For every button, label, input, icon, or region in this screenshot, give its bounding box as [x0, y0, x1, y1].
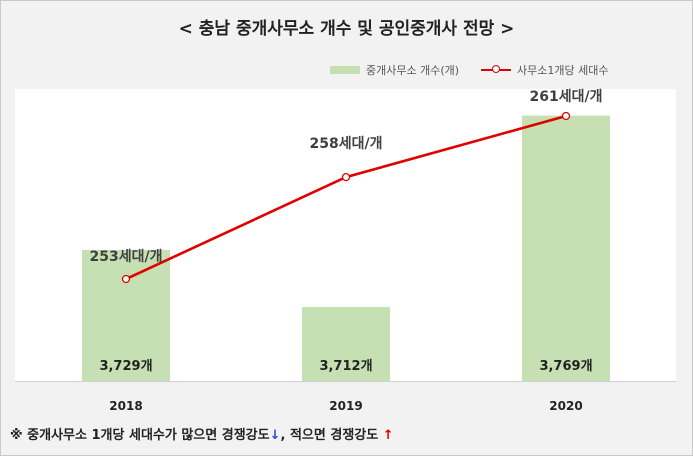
- bar-2019: [302, 307, 390, 381]
- bar-label-2019: 3,712개: [319, 359, 372, 374]
- bar-label-2020: 3,769개: [539, 359, 592, 374]
- line-label-2019: 258세대/개: [310, 136, 383, 152]
- line-label-2020: 261세대/개: [530, 89, 603, 105]
- line-point-2020: [561, 111, 571, 121]
- footnote-text-2: , 적으면 경쟁강도: [280, 428, 383, 443]
- line-point-2018: [121, 274, 131, 284]
- x-tick-2019: 2019: [329, 399, 362, 413]
- legend-bar-label: 중개사무소 개수(개): [366, 64, 460, 77]
- chart-legend: 중개사무소 개수(개) 사무소1개당 세대수: [330, 62, 631, 78]
- arrow-down-icon: ↓: [269, 428, 281, 443]
- bar-2018: [82, 249, 170, 381]
- arrow-up-icon: ↑: [382, 428, 394, 443]
- line-point-2019: [341, 172, 351, 182]
- legend-line-swatch: [481, 65, 512, 73]
- x-tick-2018: 2018: [109, 399, 142, 413]
- footnote-text-1: ※ 중개사무소 1개당 세대수가 많으면 경쟁강도: [10, 428, 270, 443]
- bar-2020: [522, 115, 610, 381]
- legend-bar-swatch: [330, 66, 360, 74]
- bar-label-2018: 3,729개: [99, 359, 152, 374]
- chart-title: < 충남 중개사무소 개수 및 공인중개사 전망 >: [178, 19, 515, 39]
- legend-item-bar: 중개사무소 개수(개): [330, 62, 459, 78]
- legend-item-line: 사무소1개당 세대수: [481, 62, 609, 78]
- footnote: ※ 중개사무소 1개당 세대수가 많으면 경쟁강도↓, 적으면 경쟁강도 ↑: [10, 424, 394, 443]
- x-tick-2020: 2020: [549, 399, 582, 413]
- legend-line-label: 사무소1개당 세대수: [517, 64, 609, 77]
- line-label-2018: 253세대/개: [90, 249, 163, 265]
